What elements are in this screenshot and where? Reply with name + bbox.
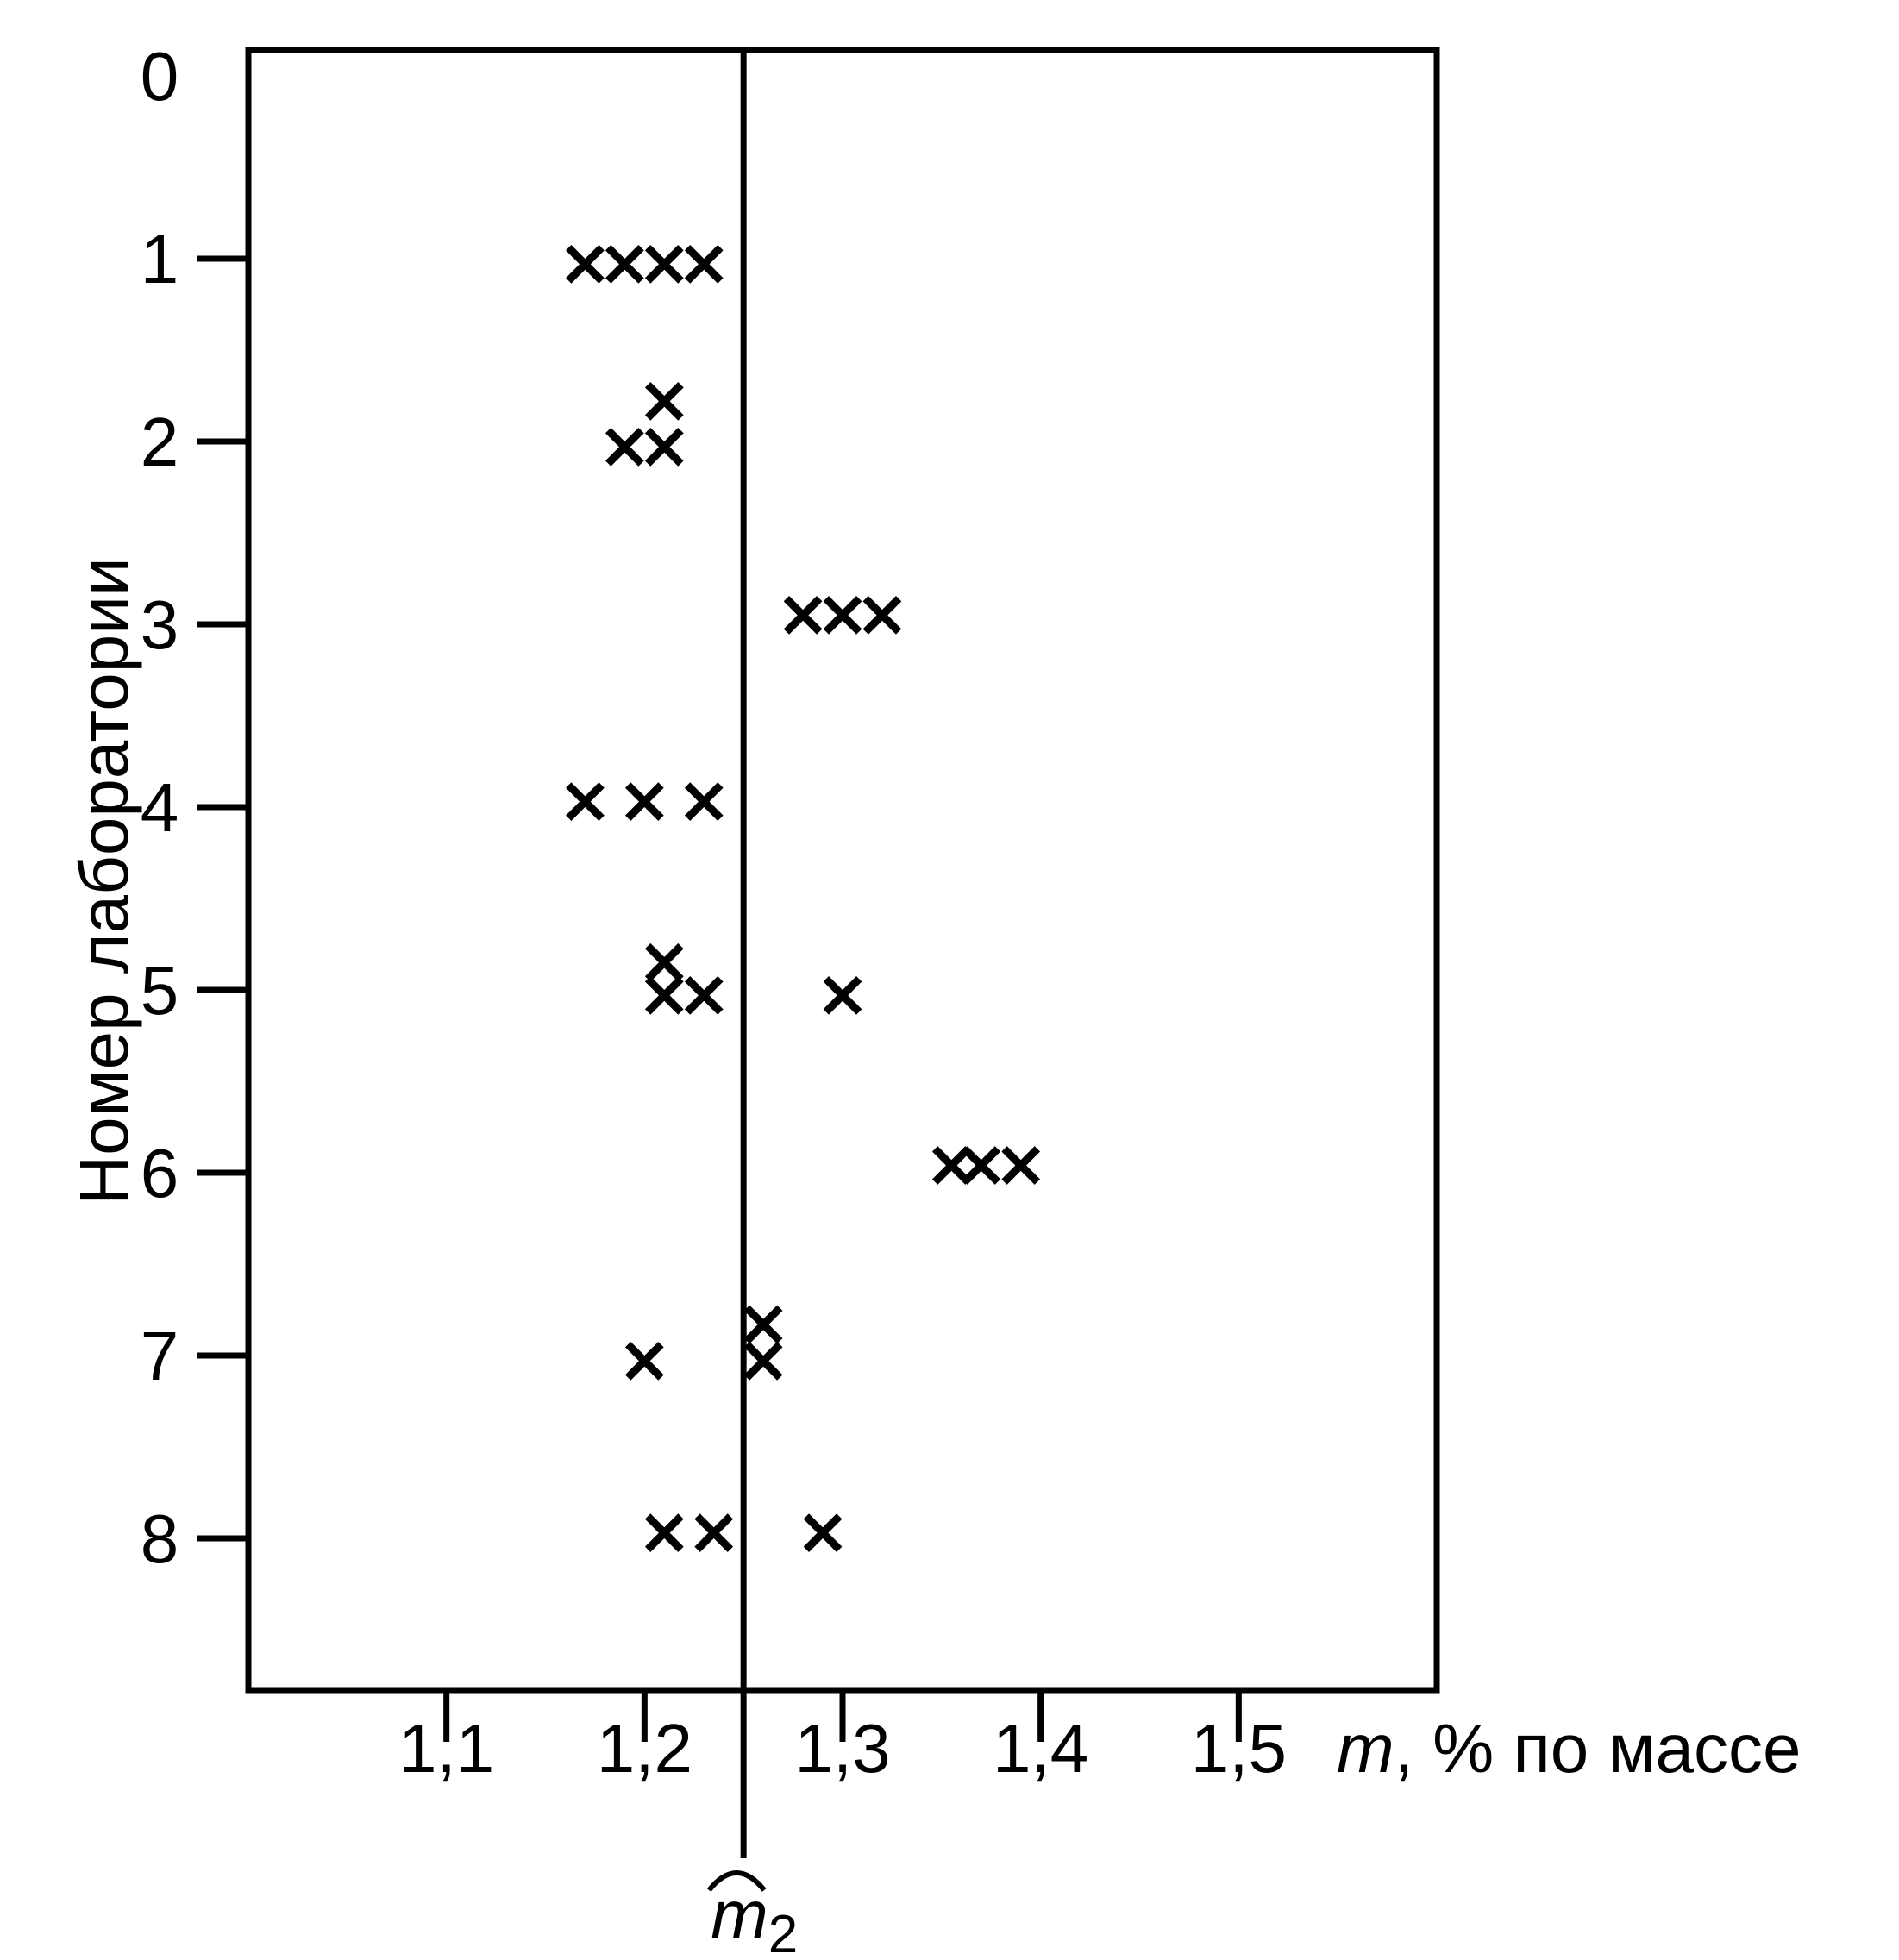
y-tick-label: 7 <box>141 1318 179 1394</box>
y-tick-label: 2 <box>141 404 179 480</box>
data-point <box>624 1341 664 1381</box>
data-point <box>743 1305 783 1344</box>
data-point <box>644 381 684 421</box>
mean-label-var: m <box>711 1876 768 1953</box>
data-point <box>962 1146 1001 1185</box>
data-point <box>566 782 605 822</box>
mean-label: m2 <box>706 1870 798 1960</box>
data-point <box>644 244 684 284</box>
data-point <box>743 1341 783 1381</box>
y-tick-label: 6 <box>141 1135 179 1212</box>
mean-label-hat <box>706 1870 767 1892</box>
y-tick-label: 8 <box>141 1500 179 1577</box>
data-point <box>605 244 644 284</box>
x-tick-label: 1,4 <box>993 1710 1088 1787</box>
data-point <box>644 1513 684 1553</box>
data-point <box>803 1513 843 1553</box>
y-axis: 0 1 2 3 4 5 6 7 8 <box>141 38 248 1577</box>
plot-frame <box>245 47 1440 1694</box>
x-axis-title-unit: , % по массе <box>1394 1710 1802 1787</box>
y-tick-label: 4 <box>141 769 179 846</box>
data-point <box>566 244 605 284</box>
y-axis-title: Номер лаборатории <box>66 557 142 1205</box>
mean-label-text: m2 <box>711 1876 798 1960</box>
y-tick-label: 3 <box>141 586 179 663</box>
data-point <box>644 942 684 982</box>
data-point <box>823 975 862 1015</box>
data-point <box>862 596 902 635</box>
x-axis-title: m, % по массе <box>1337 1710 1801 1787</box>
y-tick-label: 0 <box>141 38 179 115</box>
data-points <box>566 244 1041 1553</box>
y-tick-label: 5 <box>141 952 179 1029</box>
x-axis-title-var: m <box>1337 1710 1394 1787</box>
mean-label-subscript: 2 <box>768 1905 798 1960</box>
data-point <box>684 244 724 284</box>
x-tick-label: 1,3 <box>794 1710 890 1787</box>
x-tick-label: 1,5 <box>1191 1710 1287 1787</box>
x-tick-label: 1,1 <box>398 1710 494 1787</box>
data-point <box>783 596 823 635</box>
data-point <box>624 782 664 822</box>
x-axis: 1,1 1,2 1,3 1,4 1,5 <box>398 1690 1287 1787</box>
data-point <box>644 975 684 1015</box>
data-point <box>684 975 724 1015</box>
y-tick-label: 1 <box>141 221 179 297</box>
data-point <box>684 782 724 822</box>
data-point <box>931 1146 971 1185</box>
data-point <box>1001 1146 1041 1185</box>
x-tick-label: 1,2 <box>597 1710 693 1787</box>
data-point <box>605 427 644 467</box>
data-point <box>823 596 862 635</box>
data-point <box>644 427 684 467</box>
data-point <box>694 1513 734 1553</box>
